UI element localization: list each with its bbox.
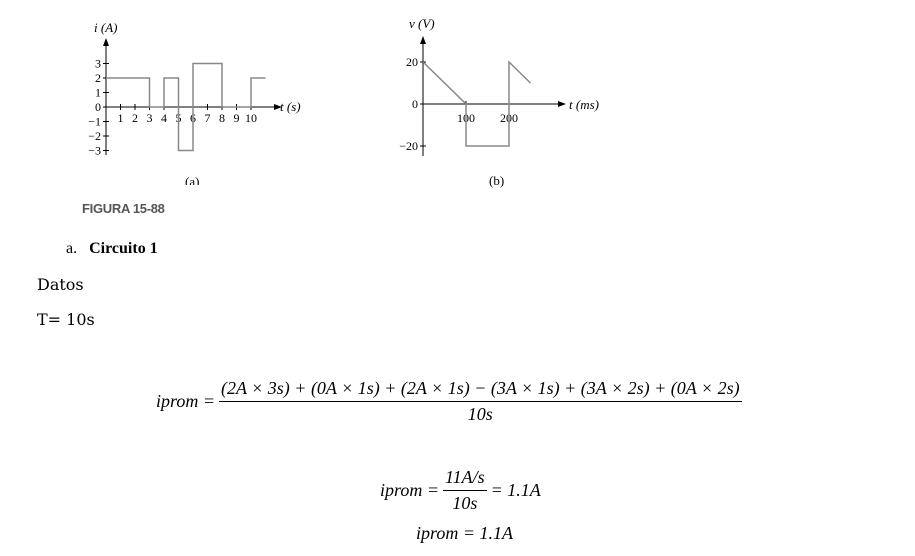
figure-caption: FIGURA 15-88 — [82, 201, 165, 216]
section-title: Circuito 1 — [89, 240, 158, 257]
section-heading: a. Circuito 1 — [66, 240, 158, 258]
equation-2-fraction: 11A/s 10s — [442, 467, 487, 514]
datos-label: Datos — [37, 275, 84, 294]
graph-a-x-tick-label: 2 — [132, 111, 138, 125]
graph-b-y-label: v (V) — [409, 16, 435, 31]
graph-b-x-arrow-icon — [558, 101, 566, 107]
graph-b-x-label: t (ms) — [569, 97, 599, 112]
equation-1-fraction: (2A × 3s) + (0A × 1s) + (2A × 1s) − (3A … — [218, 378, 742, 425]
equation-1-numerator: (2A × 3s) + (0A × 1s) + (2A × 1s) − (3A … — [218, 378, 742, 402]
graph-b-y-tick-label: 0 — [412, 97, 418, 111]
equation-1-lhs: iprom = — [156, 391, 215, 411]
graph-a-y-tick-label: 1 — [95, 86, 101, 100]
graph-a-x-tick-label: 7 — [205, 111, 211, 125]
section-number: a. — [66, 240, 78, 257]
graph-a-waveform — [106, 62, 266, 152]
equation-2-lhs: iprom = — [380, 480, 439, 500]
period-value: T= 10s — [37, 310, 95, 329]
graph-a-y-tick-label: −3 — [88, 144, 101, 158]
graph-a-y-label: i (A) — [94, 20, 117, 35]
graph-a-y-tick-label: 3 — [95, 57, 101, 71]
graph-a-sublabel: (a) — [185, 174, 199, 185]
equation-1-denominator: 10s — [467, 404, 493, 424]
graph-a-x-tick-label: 4 — [161, 111, 167, 125]
graph-a-y-tick-label: 0 — [95, 100, 101, 114]
graph-b-y-arrow-icon — [420, 36, 426, 44]
graph-b-sublabel: (b) — [489, 173, 504, 188]
graph-a-y-tick-label: −2 — [88, 129, 101, 143]
graph-a-y-tick-label: 2 — [95, 71, 101, 85]
equation-2-denominator: 10s — [452, 493, 478, 513]
equation-2-numerator: 11A/s — [442, 467, 487, 491]
graph-a-x-label: t (s) — [280, 99, 301, 114]
graph-a-x-tick-label: 10 — [245, 111, 257, 125]
graph-a-x-tick-label: 3 — [147, 111, 153, 125]
equation-2-rhs: = 1.1A — [490, 480, 541, 500]
graph-b-waveform — [422, 60, 532, 147]
graph-b-y-tick-label: 20 — [406, 55, 418, 69]
graph-a-y-arrow-icon — [103, 38, 109, 46]
equation-1: iprom = (2A × 3s) + (0A × 1s) + (2A × 1s… — [156, 378, 742, 425]
graph-a-x-tick-label: 8 — [219, 111, 225, 125]
graph-b: v (V) 200−20 100 200 t (ms) (b) — [399, 16, 599, 188]
equation-3: iprom = 1.1A — [416, 523, 513, 543]
equation-2: iprom = 11A/s 10s = 1.1A — [380, 467, 541, 514]
graph-b-y-tick-label: −20 — [399, 139, 418, 153]
graph-a-x-tick-label: 9 — [234, 111, 240, 125]
graph-a-x-arrow-icon — [274, 104, 282, 110]
graph-a-x-tick-label: 1 — [118, 111, 124, 125]
graph-a-y-tick-label: −1 — [88, 115, 101, 129]
